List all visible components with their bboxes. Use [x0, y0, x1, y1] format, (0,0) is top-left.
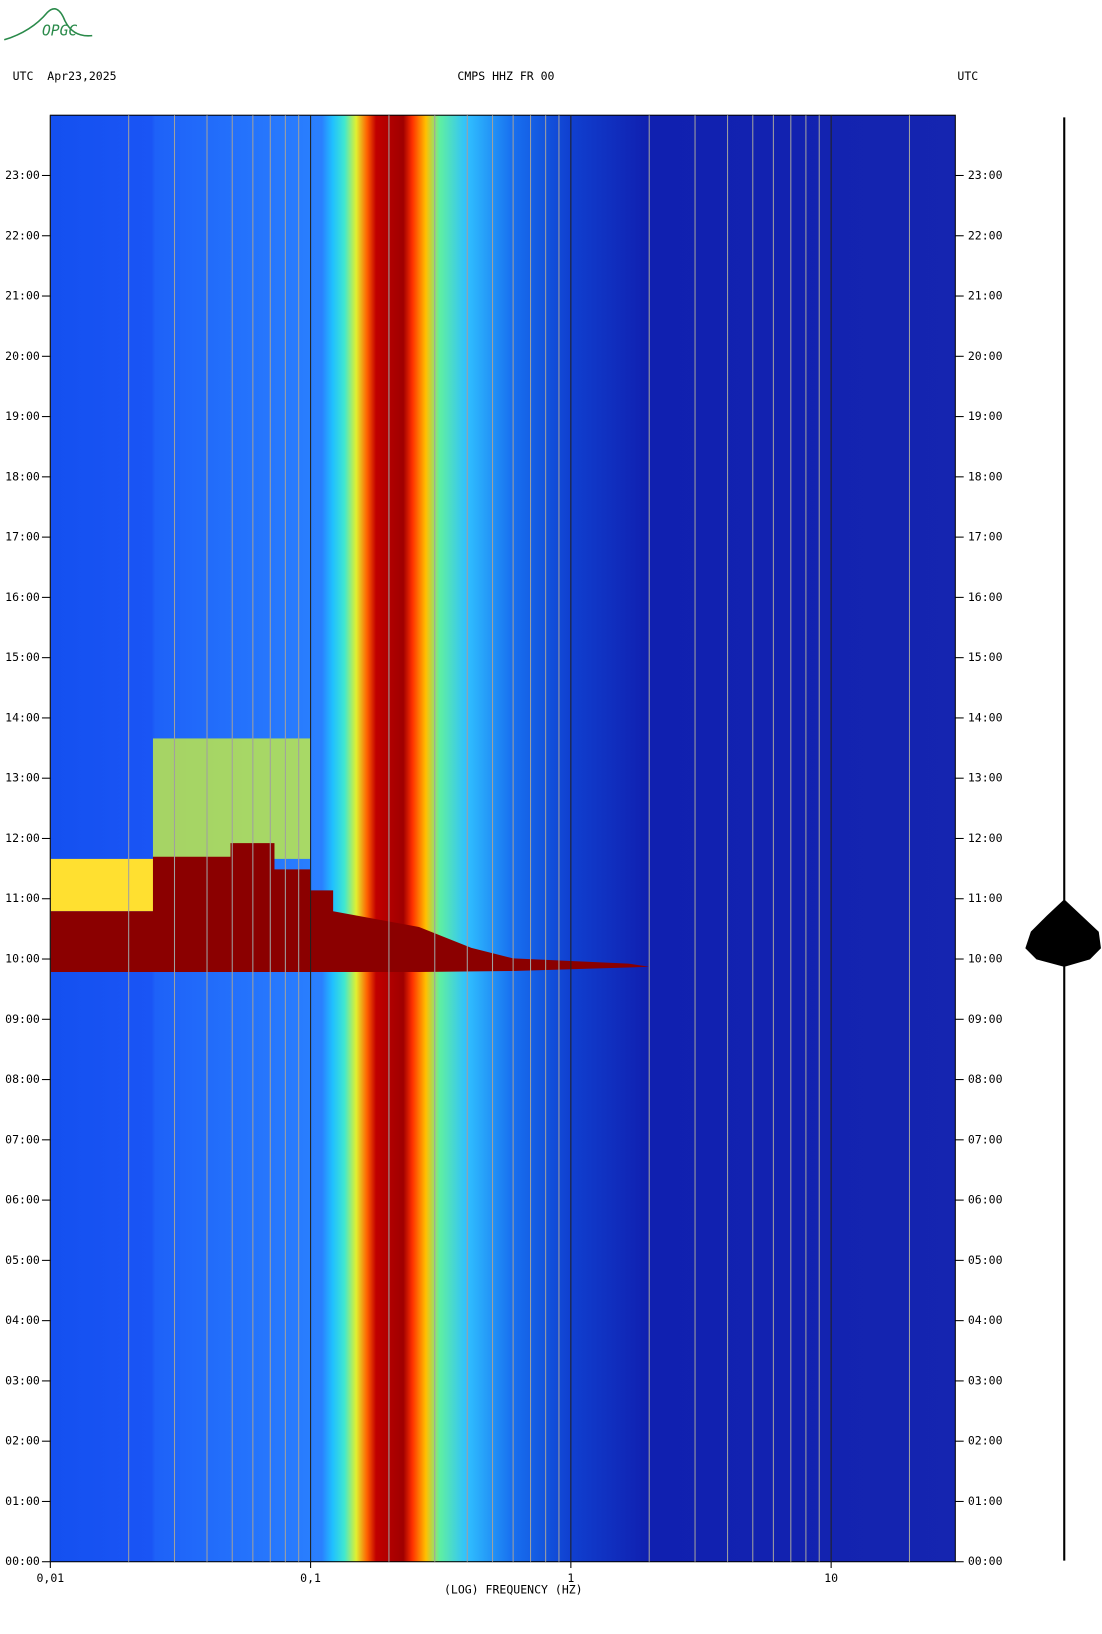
y-tick-label: 11:00 — [5, 891, 40, 905]
y-tick-label: 23:00 — [968, 168, 1003, 182]
y-tick-label: 08:00 — [5, 1072, 40, 1086]
x-axis-title: (LOG) FREQUENCY (HZ) — [444, 1583, 583, 1597]
y-tick-label: 05:00 — [968, 1253, 1003, 1267]
y-tick-label: 21:00 — [968, 289, 1003, 303]
y-tick-label: 20:00 — [5, 349, 40, 363]
y-tick-label: 14:00 — [5, 710, 40, 724]
y-tick-label: 15:00 — [5, 650, 40, 664]
y-tick-label: 01:00 — [968, 1494, 1003, 1508]
y-tick-label: 18:00 — [968, 469, 1003, 483]
y-tick-label: 12:00 — [968, 831, 1003, 845]
y-tick-label: 16:00 — [5, 590, 40, 604]
y-tick-label: 22:00 — [968, 228, 1003, 242]
y-tick-label: 11:00 — [968, 891, 1003, 905]
x-tick-label: 10 — [824, 1571, 838, 1585]
y-tick-label: 10:00 — [968, 952, 1003, 966]
y-tick-label: 14:00 — [968, 710, 1003, 724]
event-halo — [50, 858, 153, 912]
y-tick-label: 21:00 — [5, 289, 40, 303]
y-tick-label: 09:00 — [968, 1012, 1003, 1026]
y-tick-label: 22:00 — [5, 228, 40, 242]
y-tick-label: 08:00 — [968, 1072, 1003, 1086]
y-tick-label: 15:00 — [968, 650, 1003, 664]
y-tick-label: 03:00 — [968, 1373, 1003, 1387]
y-tick-label: 07:00 — [5, 1132, 40, 1146]
y-tick-label: 23:00 — [5, 168, 40, 182]
y-tick-label: 09:00 — [5, 1012, 40, 1026]
y-tick-label: 06:00 — [968, 1193, 1003, 1207]
y-tick-label: 20:00 — [968, 349, 1003, 363]
y-tick-label: 01:00 — [5, 1494, 40, 1508]
y-tick-label: 12:00 — [5, 831, 40, 845]
y-tick-label: 00:00 — [5, 1554, 40, 1568]
y-tick-label: 17:00 — [968, 530, 1003, 544]
logo-mark — [4, 8, 93, 41]
y-tick-label: 16:00 — [968, 590, 1003, 604]
y-tick-label: 04:00 — [968, 1313, 1003, 1327]
left-header: UTC Apr23,2025 — [13, 69, 117, 83]
seismogram — [1025, 117, 1101, 1561]
y-tick-label: 17:00 — [5, 530, 40, 544]
x-tick-label: 1 — [567, 1571, 574, 1585]
y-tick-label: 03:00 — [5, 1373, 40, 1387]
y-tick-label: 13:00 — [5, 771, 40, 785]
y-tick-label: 19:00 — [5, 409, 40, 423]
event-band — [50, 843, 650, 973]
y-tick-label: 18:00 — [5, 469, 40, 483]
y-tick-label: 02:00 — [5, 1434, 40, 1448]
y-tick-label: 13:00 — [968, 771, 1003, 785]
y-tick-label: 10:00 — [5, 952, 40, 966]
chart-title: CMPS HHZ FR 00 — [457, 69, 554, 83]
y-tick-label: 04:00 — [5, 1313, 40, 1327]
y-tick-label: 05:00 — [5, 1253, 40, 1267]
x-tick-label: 0,1 — [300, 1571, 321, 1585]
y-tick-label: 00:00 — [968, 1554, 1003, 1568]
y-tick-label: 19:00 — [968, 409, 1003, 423]
x-tick-label: 0,01 — [36, 1571, 64, 1585]
y-tick-label: 07:00 — [968, 1132, 1003, 1146]
right-header: UTC — [957, 69, 978, 83]
event-halo — [152, 738, 311, 859]
y-tick-label: 02:00 — [968, 1434, 1003, 1448]
y-tick-label: 06:00 — [5, 1193, 40, 1207]
